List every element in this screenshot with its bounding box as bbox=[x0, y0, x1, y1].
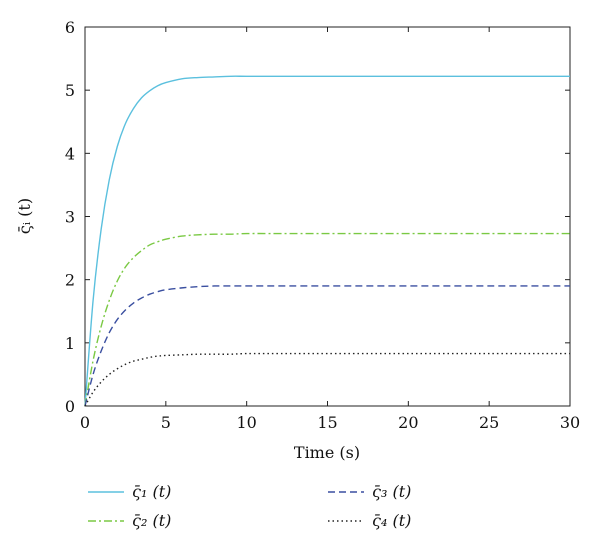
x-tick-label: 5 bbox=[161, 413, 171, 432]
y-tick-label: 6 bbox=[65, 18, 75, 37]
x-axis: 0 5 10 15 20 25 30 bbox=[80, 27, 580, 432]
x-tick-label: 0 bbox=[80, 413, 90, 432]
series-line-4 bbox=[84, 352, 570, 407]
series-line-3 bbox=[84, 285, 570, 407]
legend-label-1: ς̄₁ (t) bbox=[132, 482, 171, 501]
x-tick-label: 25 bbox=[479, 413, 499, 432]
legend-label-2: ς̄₂ (t) bbox=[132, 511, 171, 530]
y-tick-label: 4 bbox=[65, 144, 75, 163]
y-tick-label: 1 bbox=[65, 334, 75, 353]
plot-frame bbox=[84, 26, 571, 407]
y-axis: 0 1 2 3 4 5 6 bbox=[65, 18, 570, 416]
series-line-2 bbox=[84, 232, 570, 407]
legend-label-3: ς̄₃ (t) bbox=[372, 482, 411, 501]
y-tick-label: 5 bbox=[65, 81, 75, 100]
y-tick-label: 3 bbox=[65, 208, 75, 227]
series-layer bbox=[84, 75, 570, 407]
legend-label-4: ς̄₄ (t) bbox=[372, 511, 411, 530]
y-axis-title: ς̄ᵢ (t) bbox=[15, 198, 34, 234]
x-axis-title: Time (s) bbox=[294, 443, 360, 462]
legend: ς̄₁ (t) ς̄₂ (t) ς̄₃ (t) ς̄₄ (t) bbox=[88, 482, 411, 530]
y-tick-label: 0 bbox=[65, 397, 75, 416]
x-tick-label: 10 bbox=[236, 413, 256, 432]
x-tick-label: 20 bbox=[398, 413, 418, 432]
y-tick-label: 2 bbox=[65, 271, 75, 290]
x-tick-label: 30 bbox=[560, 413, 580, 432]
x-tick-label: 15 bbox=[317, 413, 337, 432]
series-line-1 bbox=[84, 75, 570, 407]
